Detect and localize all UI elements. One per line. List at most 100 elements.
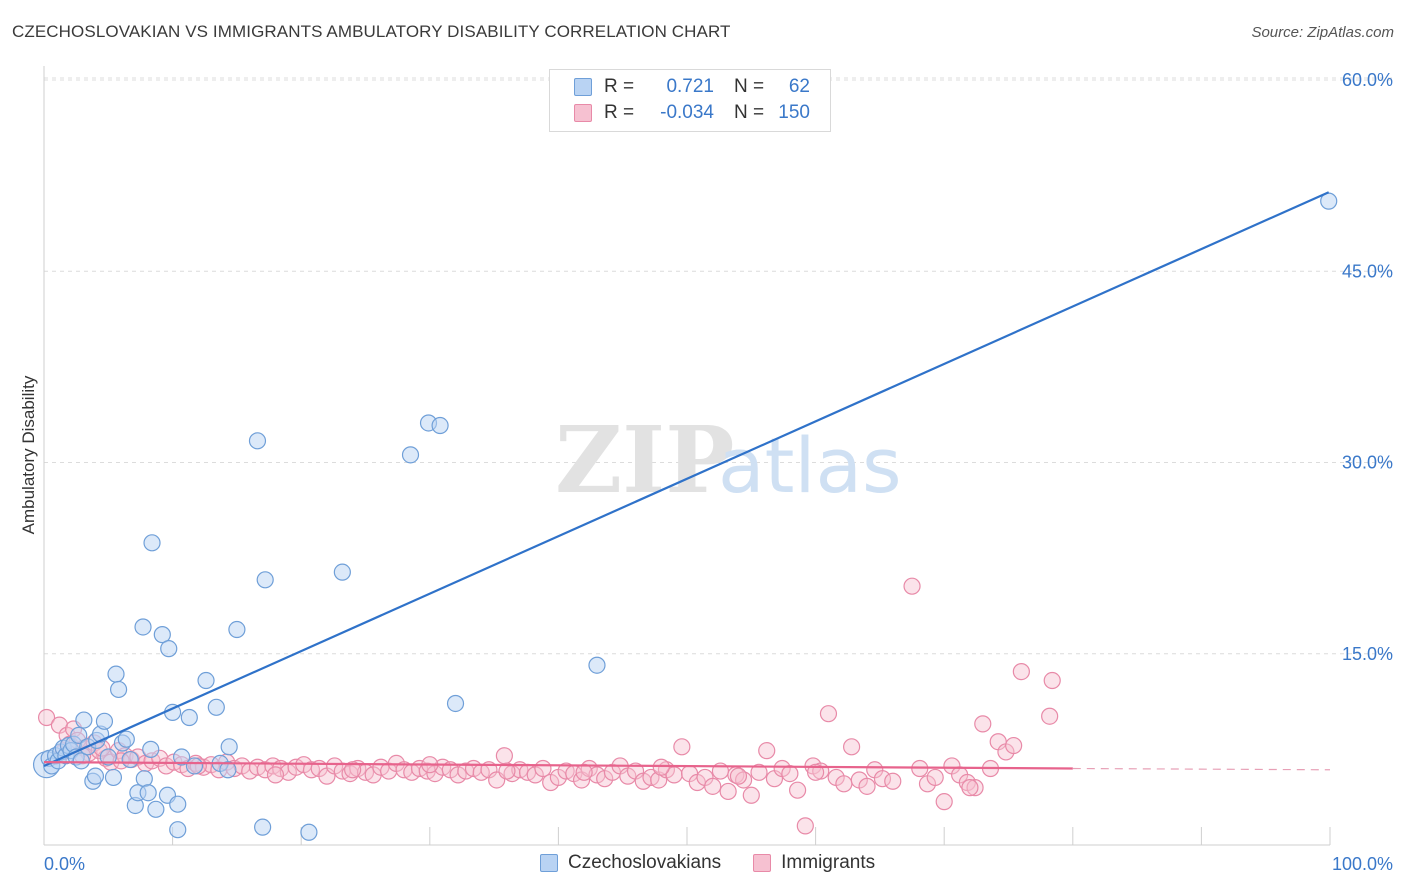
legend-swatch-pink [574, 104, 592, 122]
immigrants-point [652, 758, 670, 776]
immigrants-point [835, 775, 853, 793]
series-swatch-blue [540, 854, 558, 872]
immigrants-point [819, 705, 838, 723]
immigrants-point [742, 786, 760, 804]
grid-lines [44, 77, 1395, 655]
legend-n-value: 150 [778, 102, 810, 123]
immigrants-point [534, 759, 552, 778]
immigrants-point [704, 777, 722, 795]
czechoslovakians-point [72, 752, 90, 770]
immigrants-trend-line [43, 761, 1073, 770]
czechoslovakians-point [134, 618, 152, 636]
czechoslovakians-point [143, 534, 161, 552]
czechoslovakians-point [104, 768, 123, 787]
source-label: Source: ZipAtlas.com [1251, 24, 1394, 41]
czechoslovakians-point [121, 750, 139, 769]
czechoslovakians-point [588, 656, 606, 674]
czechoslovakians-point [333, 563, 351, 581]
czechoslovakians-point [86, 767, 105, 785]
immigrants-point [449, 766, 467, 784]
immigrants-point [673, 738, 691, 756]
legend-row-immigrants: R = -0.034 N = 150 [574, 101, 810, 125]
immigrants-point [796, 817, 814, 835]
czechoslovakians-point [220, 738, 238, 756]
czechoslovakians-point [169, 795, 187, 813]
immigrants-point [498, 762, 516, 780]
czechoslovakians-point [401, 446, 420, 464]
czechoslovakians-point [153, 626, 171, 644]
czechoslovakians-point [228, 620, 246, 639]
czechoslovakians-point [142, 740, 160, 758]
czechoslovakians-point [70, 726, 88, 744]
legend-r-value: -0.034 [660, 102, 714, 123]
czechoslovakians-point [197, 671, 215, 690]
legend-r-label: R = [604, 76, 635, 97]
immigrants-point [843, 738, 861, 756]
y-tick-labels: 15.0% 30.0% 45.0% 60.0% [1342, 70, 1393, 664]
y-tick-label: 30.0% [1342, 453, 1393, 473]
czechoslovakians-point [300, 823, 318, 841]
y-tick-label: 15.0% [1342, 644, 1393, 664]
czechoslovakians-point [75, 711, 93, 729]
immigrants-trend-extension [1072, 767, 1331, 771]
czechoslovakians-point [185, 757, 204, 775]
immigrants-point [266, 766, 285, 784]
legend-n-value: 62 [788, 76, 810, 97]
immigrants-point [344, 761, 362, 779]
immigrants-points [37, 577, 1061, 835]
czechoslovakians-point [256, 571, 274, 589]
immigrants-point [873, 770, 892, 788]
immigrants-point [961, 779, 979, 797]
series-legend-immigrants: Immigrants [753, 852, 875, 874]
czechoslovakians-point [95, 712, 114, 730]
immigrants-point [884, 772, 902, 790]
immigrants-point [1012, 662, 1030, 681]
immigrants-point [37, 708, 56, 727]
watermark: ZIP atlas [555, 406, 902, 514]
series-label-immigrants: Immigrants [781, 852, 876, 873]
czechoslovakians-point [107, 665, 125, 683]
immigrants-point [719, 782, 737, 801]
correlation-legend: R = 0.721 N = 62 R = -0.034 N = 150 [549, 69, 831, 132]
czechoslovakians-point [135, 770, 153, 788]
czechoslovakians-point [99, 748, 117, 766]
czechoslovakians-point [169, 821, 187, 839]
series-legend-czechoslovakians: Czechoslovakians [540, 852, 721, 874]
x-tick-label-min: 0.0% [44, 854, 85, 874]
immigrants-point [781, 764, 799, 783]
immigrants-point [788, 781, 807, 799]
watermark-atlas: atlas [718, 421, 902, 510]
trend-lines [43, 191, 1331, 771]
chart-title: CZECHOSLOVAKIAN VS IMMIGRANTS AMBULATORY… [12, 22, 731, 41]
legend-r-value: 0.721 [666, 76, 714, 97]
y-tick-label: 45.0% [1342, 261, 1393, 281]
x-tick-labels: 0.0% 100.0% [44, 854, 1393, 874]
series-label-czechoslovakians: Czechoslovakians [568, 852, 722, 873]
y-axis-label: Ambulatory Disability [19, 375, 38, 534]
y-tick-label: 60.0% [1342, 70, 1393, 90]
czechoslovakians-point [254, 818, 272, 836]
axes [43, 66, 1331, 846]
czechoslovakians-point [160, 640, 178, 658]
immigrants-point [806, 763, 825, 781]
immigrants-point [575, 763, 593, 781]
czechoslovakians-point [219, 761, 237, 779]
czechoslovakians-point [109, 680, 128, 699]
immigrants-point [926, 768, 944, 787]
immigrants-point [974, 715, 992, 733]
x-tick-label-max: 100.0% [1332, 854, 1393, 874]
czechoslovakians-point [248, 432, 267, 450]
legend-r-label: R = [604, 102, 635, 123]
immigrants-point [495, 747, 513, 765]
immigrants-point [750, 763, 768, 781]
legend-n-label: N = [734, 102, 765, 123]
immigrants-point [903, 577, 921, 595]
legend-n-label: N = [734, 76, 765, 97]
immigrants-point [758, 742, 776, 760]
immigrants-point [1005, 736, 1023, 755]
immigrants-point [1041, 707, 1059, 725]
immigrants-point [966, 779, 984, 797]
czechoslovakians-point [147, 800, 165, 818]
czechoslovakians-point [117, 730, 135, 748]
